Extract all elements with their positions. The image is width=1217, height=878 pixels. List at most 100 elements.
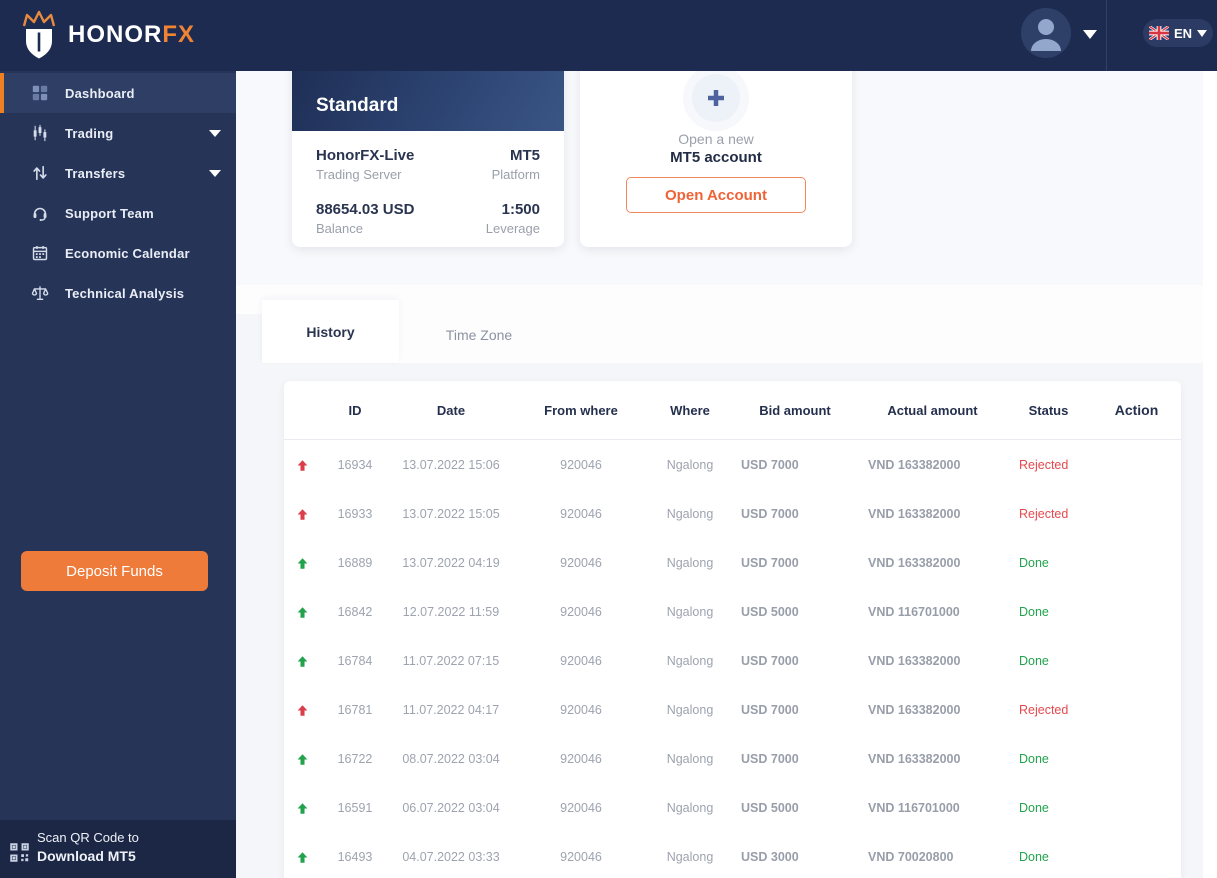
column-header-where: Where — [670, 402, 710, 418]
cell-where: Ngalong — [666, 800, 714, 815]
cell-from-where: 920046 — [560, 555, 602, 570]
cell-date: 12.07.2022 11:59 — [402, 604, 500, 619]
deposit-funds-button[interactable]: Deposit Funds — [21, 551, 208, 591]
sidebar-item[interactable]: Dashboard — [0, 73, 236, 113]
brand-primary-text: HONOR — [68, 21, 163, 48]
cell-id: 16781 — [337, 702, 373, 717]
cell-id: 16889 — [337, 555, 373, 570]
cell-id: 16842 — [337, 604, 373, 619]
scroll-gutter[interactable] — [1203, 71, 1217, 878]
status-badge: Done — [1019, 555, 1049, 570]
sidebar-item-label: Technical Analysis — [65, 285, 185, 301]
cell-id: 16934 — [337, 457, 373, 472]
status-badge: Done — [1019, 751, 1049, 766]
trading-server-label: Trading Server — [316, 167, 402, 182]
cell-date: 11.07.2022 07:15 — [402, 653, 500, 668]
column-header-action: Action — [1114, 402, 1159, 418]
column-header-status: Status — [1028, 402, 1069, 418]
table-row: 16842 12.07.2022 11:59 920046 Ngalong US… — [284, 587, 1181, 636]
person-icon — [1031, 19, 1061, 51]
cell-from-where: 920046 — [560, 800, 602, 815]
cell-date: 13.07.2022 04:19 — [402, 555, 500, 570]
direction-arrow-up-icon — [284, 702, 320, 716]
tab-label: History — [306, 323, 355, 340]
tab[interactable]: History — [262, 300, 399, 363]
table-row: 16933 13.07.2022 15:05 920046 Ngalong US… — [284, 489, 1181, 538]
qr-code-icon — [8, 841, 31, 864]
table-row: 16889 13.07.2022 04:19 920046 Ngalong US… — [284, 538, 1181, 587]
language-code: EN — [1173, 25, 1193, 41]
plus-icon[interactable] — [692, 74, 740, 122]
cell-id: 16933 — [337, 506, 373, 521]
cell-where: Ngalong — [666, 604, 714, 619]
history-timezone-tabs: History Time Zone — [262, 300, 1203, 363]
mt5-account-text: MT5 account — [670, 149, 762, 166]
table-header-row: ID Date From where Where Bid amount Actu… — [284, 381, 1181, 440]
uk-flag-icon — [1148, 26, 1169, 40]
cell-id: 16591 — [337, 800, 373, 815]
direction-arrow-up-icon — [284, 555, 320, 569]
sidebar-menu: Dashboard Trading Transfers Support Team — [0, 71, 236, 313]
honorfx-logo[interactable]: HONORFX — [16, 9, 195, 61]
column-header-id: ID — [348, 402, 362, 418]
sidebar-item[interactable]: Technical Analysis — [0, 273, 236, 313]
sidebar-item-label: Trading — [65, 125, 114, 141]
transfers-arrows-icon — [31, 164, 49, 182]
cell-where: Ngalong — [666, 751, 714, 766]
cell-from-where: 920046 — [560, 751, 602, 766]
tab-strip: History Time Zone — [262, 300, 1203, 363]
table-row: 16784 11.07.2022 07:15 920046 Ngalong US… — [284, 636, 1181, 685]
cell-from-where: 920046 — [560, 604, 602, 619]
cell-id: 16493 — [337, 849, 373, 864]
tab[interactable]: Time Zone — [399, 307, 559, 363]
cell-date: 08.07.2022 03:04 — [402, 751, 500, 766]
status-badge: Done — [1019, 800, 1049, 815]
brand-name: HONORFX — [68, 9, 195, 61]
account-card-standard: Standard HonorFX-Live Trading Server MT5… — [292, 71, 564, 247]
direction-arrow-up-icon — [284, 849, 320, 863]
status-badge: Rejected — [1019, 506, 1069, 521]
sidebar-item[interactable]: Transfers — [0, 153, 236, 193]
top-navbar: HONORFX EN — [0, 0, 1217, 71]
cell-actual-amount: VND 70020800 — [868, 849, 954, 864]
main-content: Standard HonorFX-Live Trading Server MT5… — [236, 71, 1217, 878]
column-header-bid-amount: Bid amount — [759, 402, 831, 418]
direction-arrow-up-icon — [284, 457, 320, 471]
crown-shield-icon — [22, 10, 56, 59]
cell-where: Ngalong — [666, 555, 714, 570]
qr-download-footer: Scan QR Code to Download MT5 — [0, 820, 236, 878]
account-card-body: HonorFX-Live Trading Server MT5 Platform… — [292, 131, 564, 237]
sidebar-item[interactable]: Economic Calendar — [0, 233, 236, 273]
cell-id: 16722 — [337, 751, 373, 766]
cell-from-where: 920046 — [560, 653, 602, 668]
chevron-down-icon — [209, 169, 221, 177]
user-menu-chevron-down-icon[interactable] — [1083, 30, 1097, 39]
account-card-header: Standard — [292, 71, 564, 131]
cell-from-where: 920046 — [560, 457, 602, 472]
dashboard-grid-icon — [31, 84, 49, 102]
cell-bid-amount: USD 7000 — [741, 555, 799, 570]
cell-where: Ngalong — [666, 849, 714, 864]
cell-from-where: 920046 — [560, 702, 602, 717]
cell-where: Ngalong — [666, 457, 714, 472]
table-row: 16493 04.07.2022 03:33 920046 Ngalong US… — [284, 832, 1181, 878]
open-account-button[interactable]: Open Account — [626, 177, 806, 213]
cell-actual-amount: VND 116701000 — [868, 604, 960, 619]
sidebar-item[interactable]: Support Team — [0, 193, 236, 233]
table-body: 16934 13.07.2022 15:06 920046 Ngalong US… — [284, 440, 1181, 878]
sidebar-item-label: Dashboard — [65, 85, 135, 101]
language-chevron-down-icon — [1197, 29, 1208, 37]
trading-server-value: HonorFX-Live — [316, 147, 415, 164]
cell-bid-amount: USD 7000 — [741, 751, 799, 766]
leverage-field: 1:500 Leverage — [486, 202, 540, 237]
cell-actual-amount: VND 116701000 — [868, 800, 960, 815]
balance-label: Balance — [316, 221, 363, 236]
support-headset-icon — [31, 204, 49, 222]
cell-where: Ngalong — [666, 653, 714, 668]
sidebar-item[interactable]: Trading — [0, 113, 236, 153]
open-new-text: Open a new — [678, 131, 754, 147]
user-avatar[interactable] — [1021, 8, 1071, 58]
language-selector[interactable]: EN — [1143, 19, 1213, 47]
sidebar-item-label: Support Team — [65, 205, 154, 221]
status-badge: Rejected — [1019, 457, 1069, 472]
